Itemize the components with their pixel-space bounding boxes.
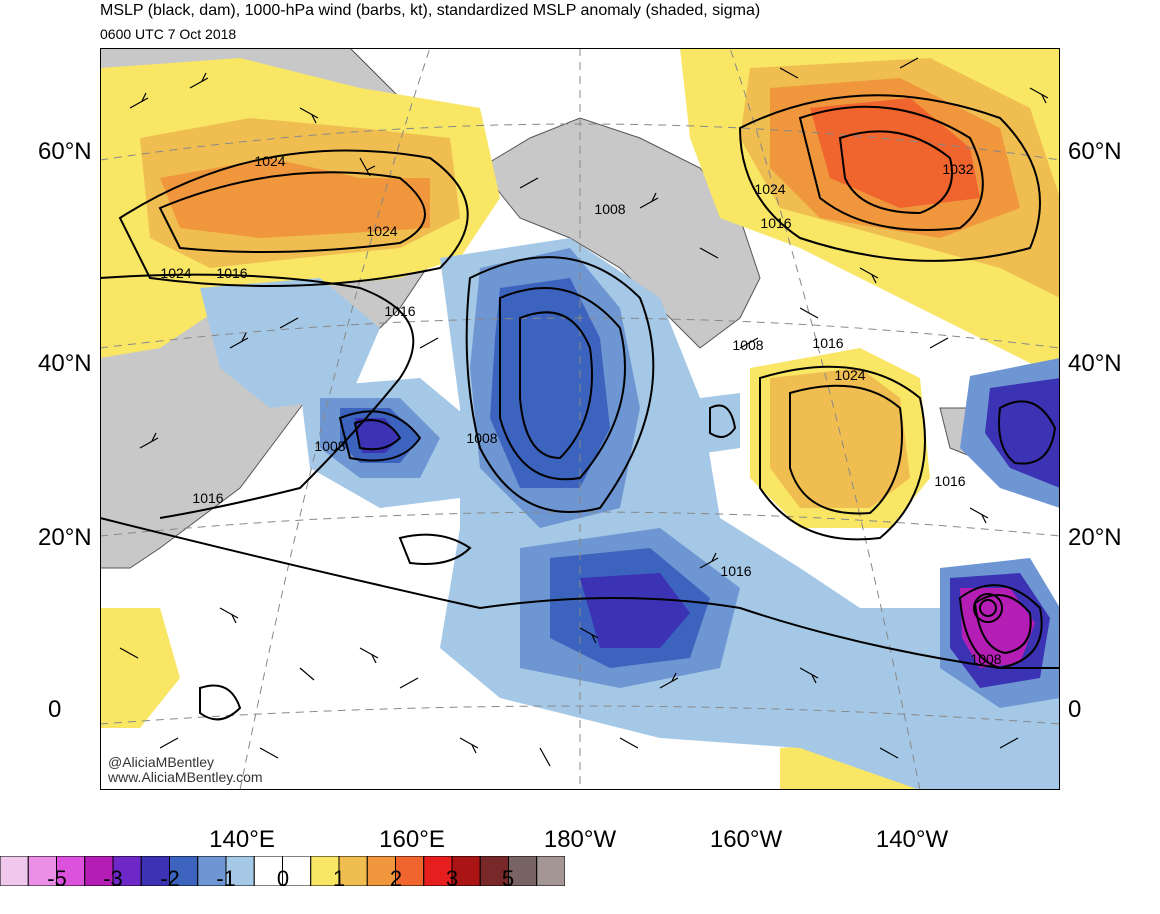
colorbar-swatch <box>56 856 86 886</box>
colorbar-swatch <box>479 856 509 886</box>
lon-label: 180°W <box>543 826 617 853</box>
colorbar-label: 1 <box>332 866 346 891</box>
colorbar-label: -5 <box>47 866 67 891</box>
lon-label: 140°W <box>875 826 949 853</box>
credit-handle: @AliciaMBentley <box>108 754 215 770</box>
lon-label: 140°E <box>209 826 275 853</box>
isobar-label: 1016 <box>760 215 791 231</box>
lat-label-right: 0 <box>1068 696 1082 723</box>
isobars <box>100 94 1060 721</box>
isobar-label: 1024 <box>254 153 285 169</box>
graticule <box>100 48 1060 790</box>
isobar-label: 1016 <box>216 265 247 281</box>
colorbar-swatch <box>536 856 565 886</box>
map-frame <box>100 48 1060 790</box>
isobar-label: 1016 <box>934 473 965 489</box>
colorbar-swatch <box>225 856 255 886</box>
colorbar-label: -1 <box>216 866 236 891</box>
wind-barbs <box>119 57 1049 767</box>
lat-label-right: 20°N <box>1068 524 1122 551</box>
credit-website: www.AliciaMBentley.com <box>108 769 263 785</box>
isobar-label: 1024 <box>160 265 191 281</box>
colorbar-label: -3 <box>103 866 123 891</box>
lat-label-left: 60°N <box>38 138 92 165</box>
lat-label-left: 20°N <box>38 524 92 551</box>
colorbar-swatch <box>338 856 368 886</box>
isobar-label: 1016 <box>720 563 751 579</box>
map-title: MSLP (black, dam), 1000-hPa wind (barbs,… <box>100 2 761 19</box>
colorbar-label: 3 <box>445 866 459 891</box>
isobar-label: 1008 <box>970 651 1001 667</box>
colorbar-swatch <box>310 856 340 886</box>
lat-label-right: 60°N <box>1068 138 1122 165</box>
lat-label-left: 40°N <box>38 350 92 377</box>
colorbar <box>0 856 565 886</box>
colorbar-swatch <box>0 856 29 886</box>
isobar-label: 1024 <box>754 181 785 197</box>
colorbar-label: 2 <box>389 866 403 891</box>
lon-label: 160°E <box>379 826 445 853</box>
map-panel: 1024 1024 1024 1016 1016 1008 1008 1008 … <box>100 48 1060 790</box>
isobar-label: 1016 <box>384 303 415 319</box>
colorbar-swatch <box>140 856 170 886</box>
lat-label-right: 40°N <box>1068 350 1122 377</box>
isobar-label: 1008 <box>314 438 345 454</box>
isobar-label: 1016 <box>812 335 843 351</box>
isobar-label-group: 1024 1024 1024 1016 1016 1008 1008 1008 … <box>160 153 1001 667</box>
colorbar-swatch <box>197 856 227 886</box>
positive-anomaly-shading <box>100 48 1060 790</box>
isobar-label: 1008 <box>466 430 497 446</box>
isobar-label: 1024 <box>834 367 865 383</box>
isobar-label: 1016 <box>192 490 223 506</box>
colorbar-swatch <box>366 856 396 886</box>
colorbar-label: -2 <box>160 866 180 891</box>
lon-label: 160°W <box>709 826 783 853</box>
isobar-label: 1008 <box>594 201 625 217</box>
isobar-label: 1008 <box>732 337 763 353</box>
valid-time: 0600 UTC 7 Oct 2018 <box>100 26 237 42</box>
colorbar-label: 0 <box>276 866 290 891</box>
lat-label-left: 0 <box>48 696 62 723</box>
colorbar-label: 5 <box>501 866 515 891</box>
isobar-label: 1024 <box>366 223 397 239</box>
isobar-label: 1032 <box>942 161 973 177</box>
